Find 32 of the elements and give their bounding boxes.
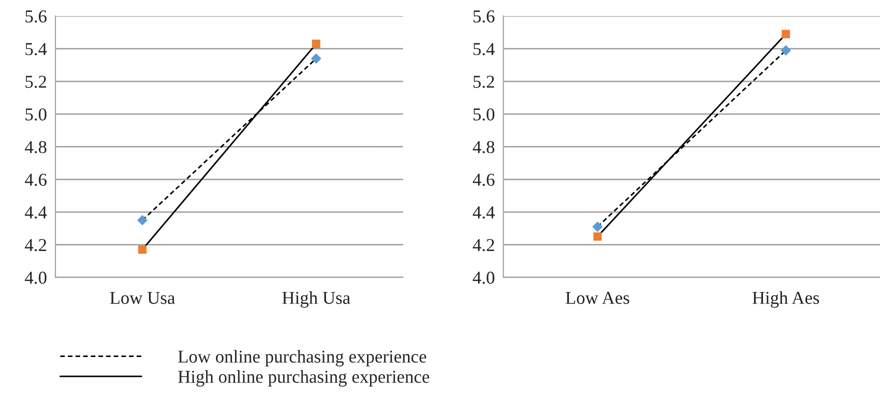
point: [780, 45, 792, 56]
y-tick-label: 5.0: [474, 108, 494, 121]
y-tick-label: 4.2: [472, 239, 494, 252]
point: [138, 245, 147, 254]
legend-label: Low online purchasing experience: [178, 350, 426, 366]
point: [593, 232, 602, 241]
point: [137, 215, 148, 226]
y-tick-label: 4.6: [472, 174, 494, 186]
y-tick-label: 4.6: [24, 174, 47, 186]
x-tick-label: High Usa: [282, 291, 350, 308]
point: [592, 222, 603, 232]
y-tick-label: 4.4: [24, 206, 47, 219]
point: [310, 53, 322, 64]
y-tick-label: 5.6: [26, 10, 47, 23]
y-tick-label: 5.2: [474, 76, 494, 88]
x-tick-label: High Aes: [752, 291, 820, 308]
y-tick-label: 5.0: [26, 108, 46, 121]
y-tick-label: 4.0: [24, 272, 46, 284]
legend-label: High online purchasing experience: [178, 370, 430, 387]
y-tick-label: 4.0: [472, 272, 494, 284]
y-tick-label: 5.4: [474, 43, 495, 56]
y-tick-label: 4.8: [472, 140, 494, 154]
y-tick-label: 5.4: [26, 43, 47, 56]
y-tick-label: 4.8: [24, 140, 46, 154]
x-tick-label: Low Usa: [110, 292, 175, 304]
y-tick-label: 5.2: [26, 76, 46, 88]
x-tick-label: Low Aes: [566, 292, 630, 304]
point: [312, 40, 320, 48]
y-tick-label: 4.2: [24, 239, 46, 252]
y-tick-label: 5.6: [474, 10, 494, 23]
y-tick-label: 4.4: [472, 206, 495, 219]
point: [782, 30, 790, 38]
